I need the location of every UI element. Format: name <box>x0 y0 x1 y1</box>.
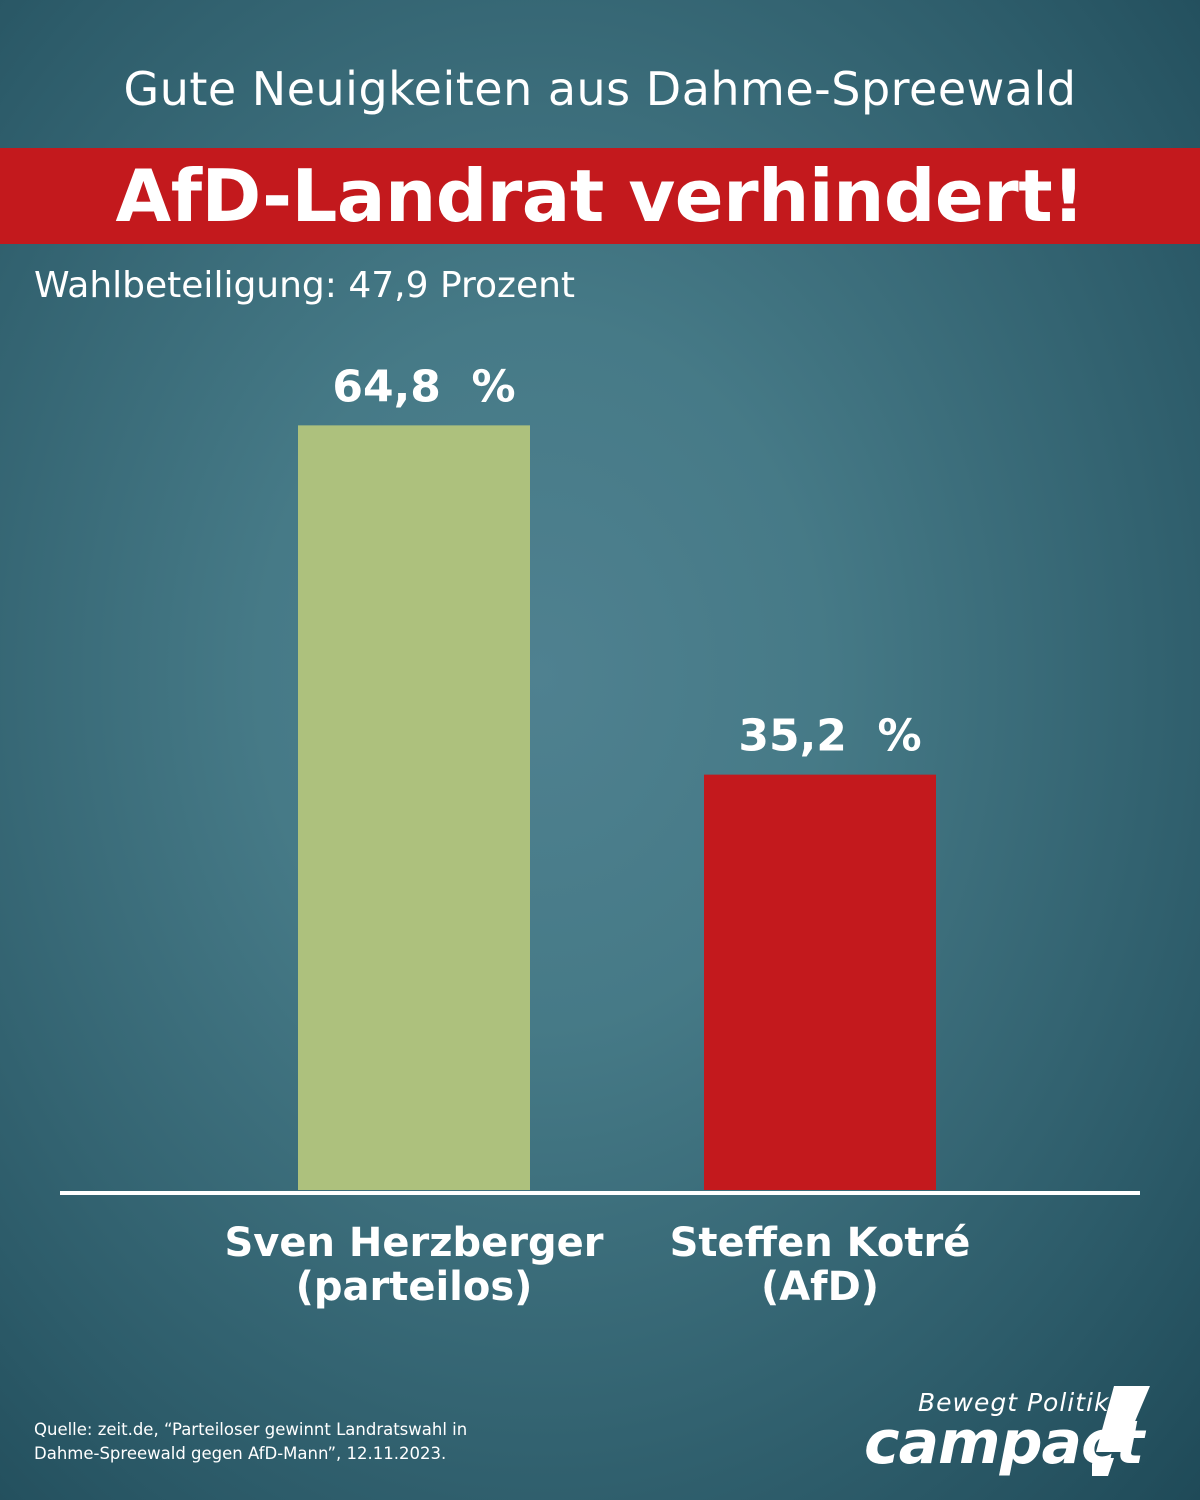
source-note: Quelle: zeit.de, “Parteiloser gewinnt La… <box>34 1418 514 1466</box>
value-label-2: 35,2 % <box>738 711 921 762</box>
category-label-2-line-1: Steffen Kotré <box>670 1220 971 1266</box>
bar-1 <box>298 425 530 1190</box>
exclamation-icon <box>1092 1386 1150 1476</box>
page-title: AfD-Landrat verhindert! <box>115 154 1085 238</box>
source-line-1: Quelle: zeit.de, “Parteiloser gewinnt La… <box>34 1420 468 1439</box>
bar-2 <box>704 774 936 1190</box>
subtitle: Gute Neuigkeiten aus Dahme-Spreewald <box>123 62 1077 116</box>
campact-logo: Bewegt Politik campact <box>860 1380 1160 1480</box>
brand-tagline: Bewegt Politik <box>918 1388 1110 1417</box>
value-label-1: 64,8 % <box>332 361 515 412</box>
turnout-text: Wahlbeteiligung: 47,9 Prozent <box>34 265 576 306</box>
source-line-2: Dahme-Spreewald gegen AfD-Mann”, 12.11.2… <box>34 1444 447 1463</box>
category-label-1-line-2: (parteilos) <box>296 1264 533 1310</box>
title-banner: AfD-Landrat verhindert! <box>0 148 1200 244</box>
category-label-1-line-1: Sven Herzberger <box>224 1220 603 1266</box>
category-label-2-line-2: (AfD) <box>761 1264 879 1310</box>
